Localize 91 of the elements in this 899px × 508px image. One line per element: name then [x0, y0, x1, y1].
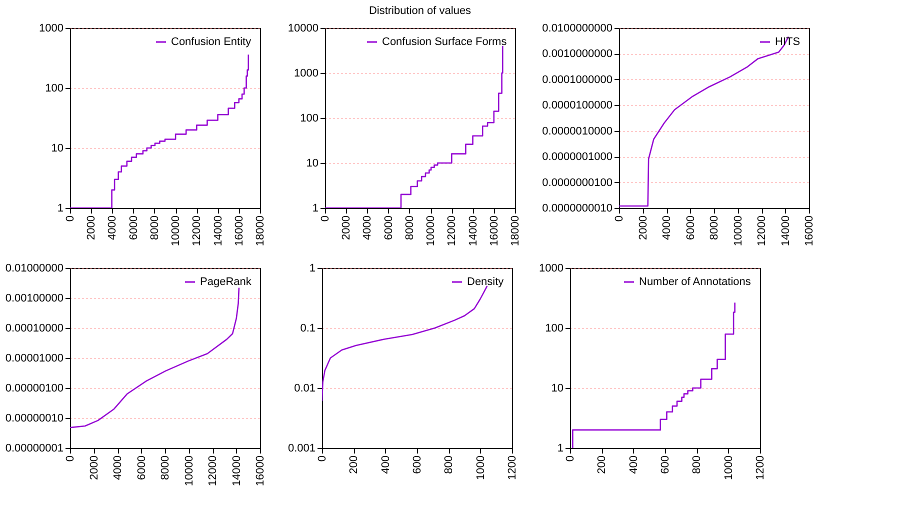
y-tick-label: 0.1 [300, 322, 316, 334]
x-tick-label: 2000 [340, 216, 353, 240]
x-tick-label: 8000 [160, 456, 172, 480]
x-tick-label: 8000 [708, 216, 720, 240]
x-tick-label: 16000 [488, 216, 500, 246]
x-tick-label: 1200 [754, 456, 766, 480]
x-tick-label: 12000 [191, 216, 204, 246]
x-tick-label: 4000 [362, 216, 374, 240]
x-tick-label: 400 [380, 456, 392, 474]
y-tick-label: 10 [551, 382, 564, 394]
x-tick-label: 600 [660, 456, 672, 474]
x-tick-label: 1000 [722, 456, 735, 480]
x-tick-label: 18000 [254, 216, 266, 246]
x-tick-label: 4000 [661, 216, 673, 240]
x-tick-label: 14000 [780, 216, 792, 246]
x-tick-label: 800 [443, 456, 456, 474]
y-tick-label: 0.0000000100 [542, 176, 612, 189]
x-tick-label: 200 [596, 456, 608, 474]
y-tick-label: 1 [309, 262, 316, 274]
y-tick-label: 0.0000001000 [542, 151, 612, 164]
chart-title: Distribution of values [368, 5, 472, 17]
x-tick-label: 200 [348, 456, 360, 474]
y-tick-label: 0.0000010000 [542, 125, 612, 138]
x-tick-label: 400 [628, 456, 640, 474]
y-tick-label: 1000 [39, 22, 64, 34]
legend-label: Confusion Surface Forms [382, 36, 508, 48]
x-tick-label: 0 [564, 456, 576, 462]
x-tick-label: 4000 [106, 216, 119, 240]
y-tick-label: 100 [300, 112, 318, 124]
y-tick-label: 1 [312, 202, 318, 214]
y-tick-label: 100 [45, 82, 64, 94]
y-tick-label: 0.0000100000 [542, 100, 612, 112]
x-tick-label: 6000 [128, 216, 140, 240]
x-tick-label: 2000 [86, 216, 98, 240]
y-tick-label: 100 [545, 322, 564, 334]
x-tick-label: 8000 [404, 216, 416, 240]
x-tick-label: 800 [691, 456, 704, 474]
x-tick-label: 6000 [382, 216, 395, 240]
legend-label: Confusion Entity [171, 36, 252, 48]
legend-label: PageRank [200, 276, 252, 288]
y-tick-label: 0.0001000000 [542, 74, 612, 86]
y-tick-label: 0.00001000 [5, 352, 64, 364]
x-tick-label: 8000 [148, 216, 161, 240]
y-tick-label: 1 [557, 442, 564, 454]
line-series [70, 287, 240, 428]
x-tick-label: 18000 [510, 216, 522, 246]
x-tick-label: 2000 [637, 216, 650, 240]
x-tick-label: 10000 [170, 216, 182, 246]
x-tick-label: 600 [412, 456, 424, 474]
x-tick-label: 1000 [474, 456, 487, 480]
x-tick-label: 16000 [804, 216, 816, 246]
x-tick-label: 16000 [254, 456, 266, 486]
x-tick-label: 12000 [207, 456, 219, 486]
x-tick-label: 12000 [756, 216, 768, 246]
x-tick-label: 0 [316, 456, 328, 462]
y-tick-label: 0.01000000 [5, 262, 64, 274]
x-tick-label: 2000 [88, 456, 100, 480]
x-tick-label: 0 [320, 216, 332, 222]
legend-label: Density [467, 276, 504, 288]
y-tick-label: 1 [57, 202, 64, 214]
x-tick-label: 14000 [467, 216, 480, 246]
y-tick-label: 0.0100000000 [542, 22, 612, 34]
y-tick-label: 0.00000010 [5, 412, 64, 424]
x-tick-label: 14000 [212, 216, 224, 246]
y-tick-label: 0.00100000 [5, 292, 64, 304]
y-tick-label: 1000 [294, 68, 318, 80]
y-tick-label: 0.001 [288, 442, 316, 454]
x-tick-label: 16000 [233, 216, 246, 246]
x-tick-label: 0 [614, 216, 626, 222]
x-tick-label: 0 [64, 456, 76, 462]
y-tick-label: 0.0010000000 [542, 48, 612, 60]
y-tick-label: 0.01 [294, 382, 316, 394]
x-tick-label: 12000 [446, 216, 458, 246]
x-tick-label: 14000 [230, 456, 243, 486]
x-tick-label: 6000 [136, 456, 148, 480]
y-tick-label: 0.00000001 [5, 442, 64, 454]
y-tick-label: 1000 [539, 262, 564, 274]
x-tick-label: 1200 [506, 456, 518, 480]
x-tick-label: 10000 [425, 216, 438, 246]
y-tick-label: 10 [51, 142, 64, 154]
x-tick-label: 0 [64, 216, 76, 222]
y-tick-label: 10 [306, 158, 318, 170]
y-tick-label: 0.00010000 [5, 322, 64, 334]
y-tick-label: 10000 [288, 22, 318, 34]
x-tick-label: 4000 [112, 456, 124, 480]
y-tick-label: 0.0000000010 [542, 202, 612, 214]
y-tick-label: 0.00000100 [5, 382, 64, 394]
legend-label: Number of Annotations [639, 276, 752, 288]
x-tick-label: 10000 [732, 216, 744, 246]
x-tick-label: 10000 [183, 456, 196, 486]
x-tick-label: 6000 [684, 216, 697, 240]
